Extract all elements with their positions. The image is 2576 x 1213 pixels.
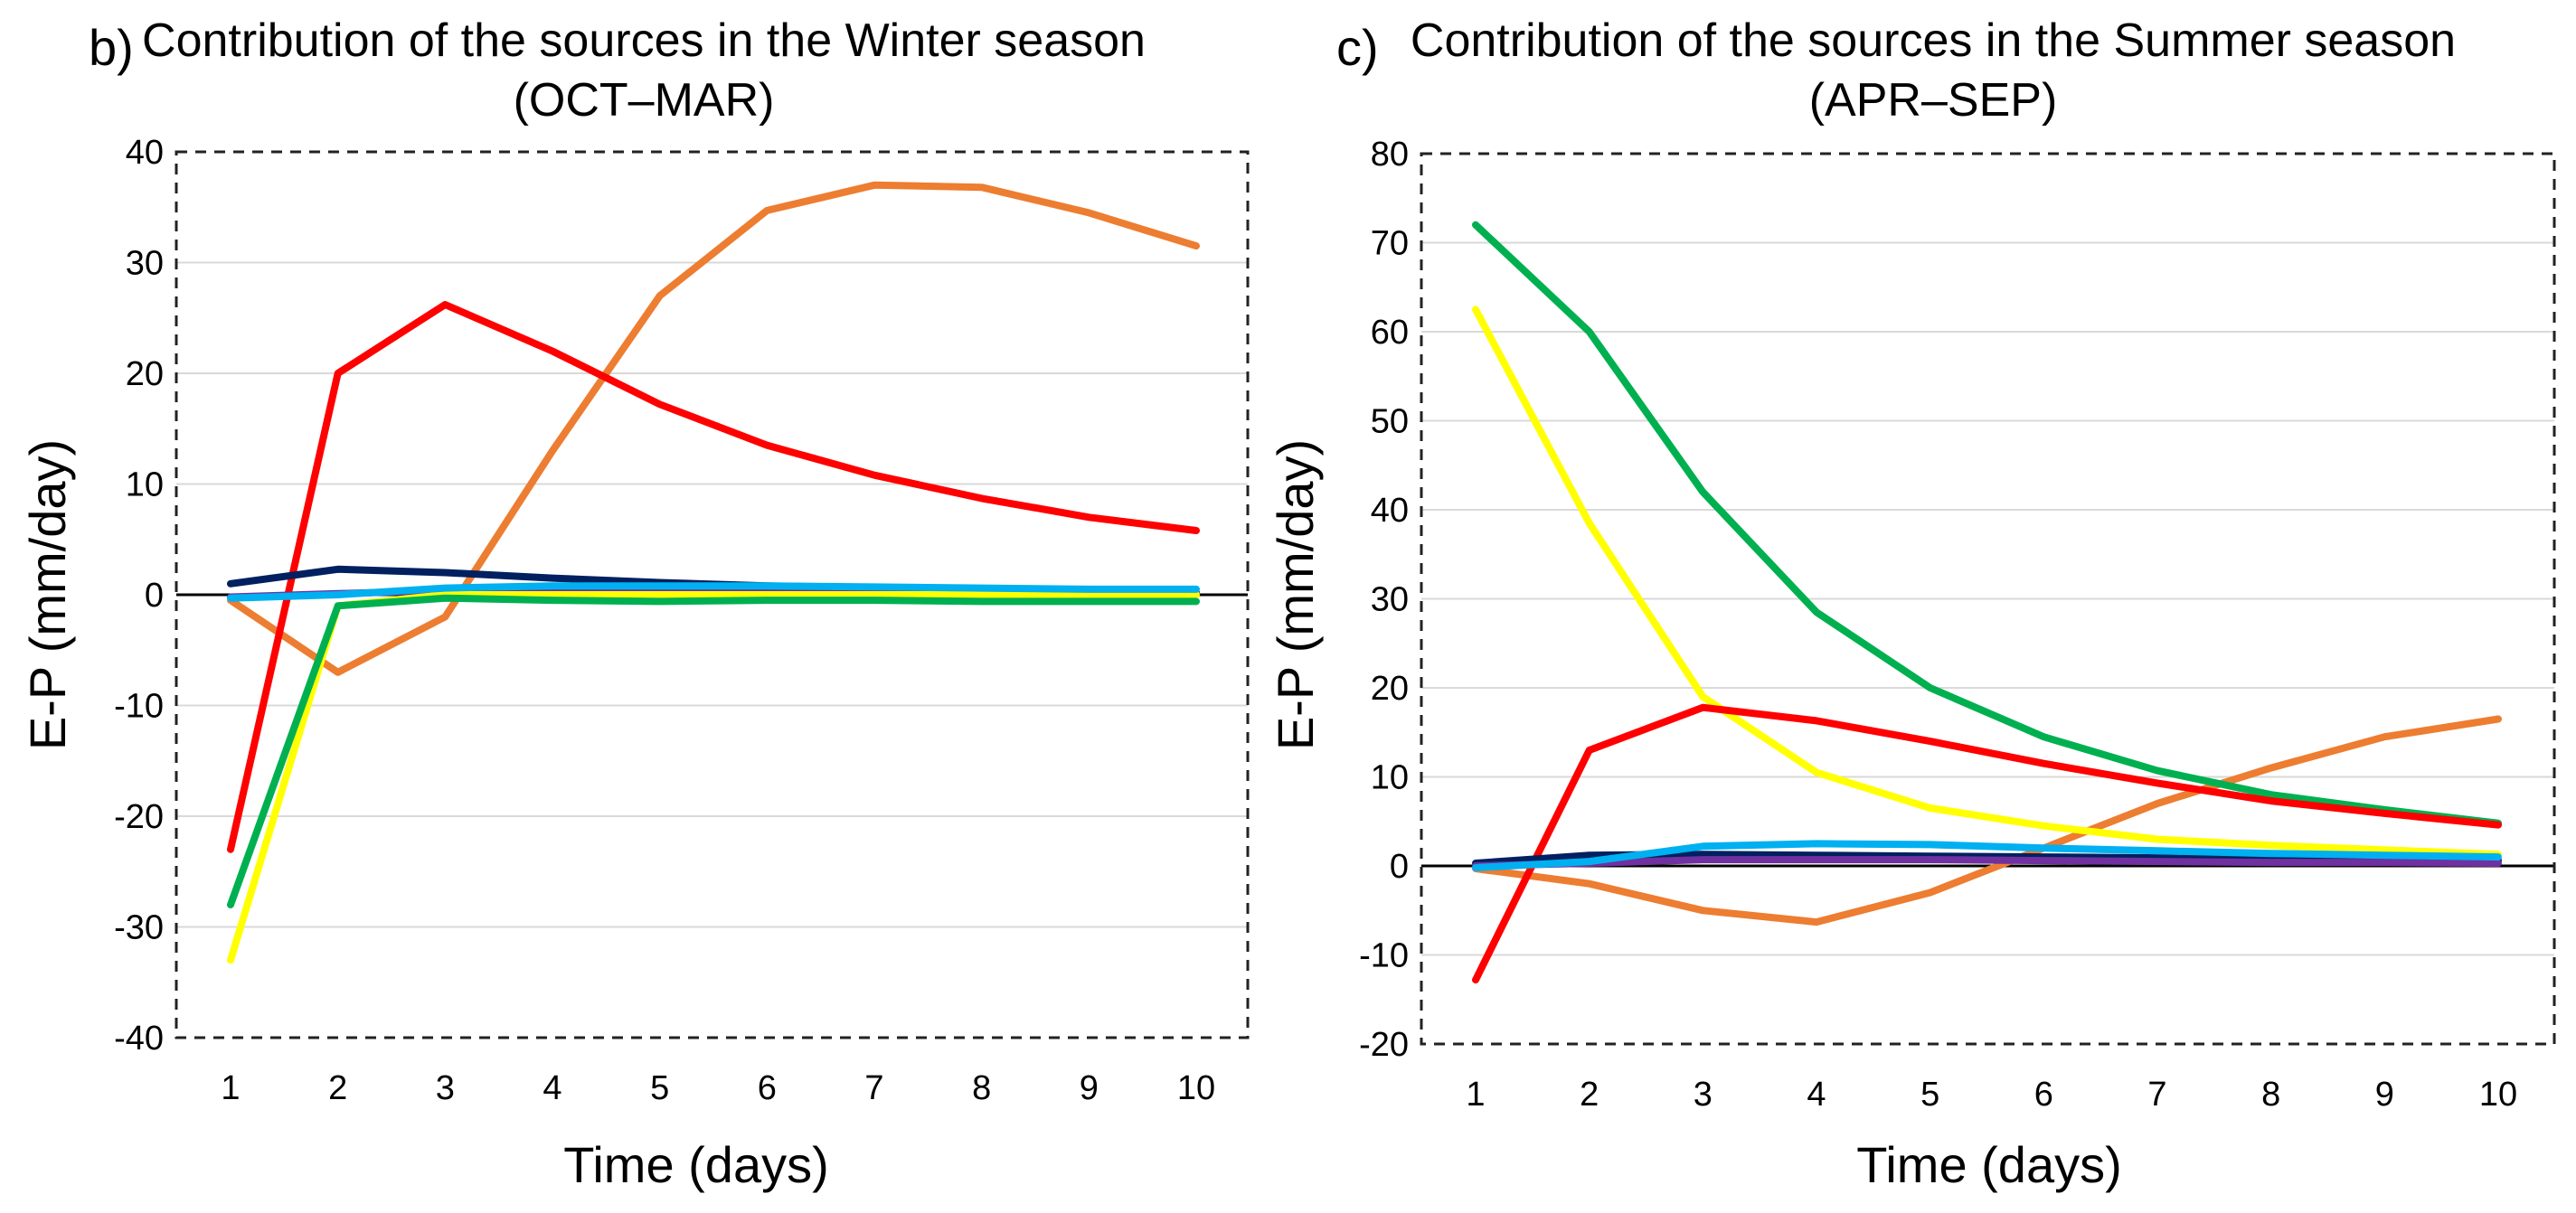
x-tick-label: 2 xyxy=(328,1069,347,1107)
x-tick-label: 2 xyxy=(1580,1076,1599,1114)
y-tick-label: 10 xyxy=(1371,759,1409,797)
y-tick-label: -30 xyxy=(114,909,164,947)
y-tick-label: 80 xyxy=(1371,136,1409,174)
y-tick-label: 40 xyxy=(126,134,164,172)
y-tick-label: 70 xyxy=(1371,225,1409,263)
x-axis-label: Time (days) xyxy=(1856,1136,2122,1193)
y-tick-label: 20 xyxy=(126,355,164,393)
panel-label-b: b) xyxy=(89,19,134,76)
x-tick-label: 5 xyxy=(650,1069,669,1107)
series-line-green xyxy=(1472,221,2502,827)
x-tick-label: 3 xyxy=(436,1069,455,1107)
plot-frame xyxy=(1420,152,2556,1046)
y-tick-label: -10 xyxy=(1359,937,1409,975)
y-tick-label: 0 xyxy=(1390,848,1409,886)
chart-title-line1: Contribution of the sources in the Winte… xyxy=(142,14,1146,67)
x-tick-label: 10 xyxy=(2479,1076,2517,1114)
x-tick-label: 7 xyxy=(864,1069,883,1107)
x-tick-label: 7 xyxy=(2147,1076,2166,1114)
y-tick-label: 0 xyxy=(145,577,164,615)
y-tick-label: 60 xyxy=(1371,314,1409,352)
y-tick-label: 30 xyxy=(126,245,164,283)
y-tick-label: 30 xyxy=(1371,581,1409,619)
series-lines xyxy=(227,181,1200,964)
winter-chart-panel: b) Contribution of the sources in the Wi… xyxy=(19,14,1250,1193)
series-line-light-blue xyxy=(227,582,1200,602)
y-axis-label: E-P (mm/day) xyxy=(19,439,76,750)
x-tick-label: 9 xyxy=(2375,1076,2394,1114)
y-tick-label: -20 xyxy=(114,798,164,836)
plot-frame xyxy=(175,150,1250,1039)
y-tick-label: -40 xyxy=(114,1020,164,1058)
series-line-orange xyxy=(227,181,1200,676)
x-tick-label: 5 xyxy=(1920,1076,1939,1114)
y-tick-label: 40 xyxy=(1371,492,1409,530)
series-line-orange xyxy=(1472,715,2502,926)
y-tick-label: -10 xyxy=(114,688,164,726)
x-tick-label: 1 xyxy=(221,1069,240,1107)
series-line-green xyxy=(227,594,1200,908)
panel-label-c: c) xyxy=(1336,19,1379,76)
x-tick-label: 4 xyxy=(543,1069,561,1107)
x-tick-label: 10 xyxy=(1177,1069,1215,1107)
x-tick-label: 6 xyxy=(2034,1076,2053,1114)
y-tick-label: 10 xyxy=(126,466,164,504)
tick-labels: -20 -10 0 10 20 30 40 50 60 70 80 1 2 3 4 5 6 7 8 9 10 xyxy=(1359,136,2517,1114)
x-tick-label: 6 xyxy=(758,1069,777,1107)
y-tick-label: 20 xyxy=(1371,670,1409,708)
chart-title-line2: (APR–SEP) xyxy=(1809,74,2058,127)
series-line-yellow xyxy=(1472,306,2502,859)
x-tick-label: 8 xyxy=(972,1069,991,1107)
series-line-red xyxy=(227,301,1200,853)
y-tick-label: 50 xyxy=(1371,403,1409,441)
y-axis-label: E-P (mm/day) xyxy=(1267,439,1324,750)
chart-title-line1: Contribution of the sources in the Summe… xyxy=(1411,14,2456,67)
x-tick-label: 4 xyxy=(1807,1076,1826,1114)
series-line-light-blue xyxy=(1472,840,2502,871)
chart-title-line2: (OCT–MAR) xyxy=(514,74,775,127)
x-tick-label: 8 xyxy=(2261,1076,2280,1114)
y-tick-label: -20 xyxy=(1359,1026,1409,1064)
x-tick-label: 3 xyxy=(1694,1076,1713,1114)
series-line-purple xyxy=(1472,856,2502,870)
x-axis-label: Time (days) xyxy=(563,1136,829,1193)
tick-labels: -40 -30 -20 -10 0 10 20 30 40 1 2 3 4 5 6 7 8 9 10 xyxy=(114,134,1215,1107)
x-tick-label: 1 xyxy=(1466,1076,1485,1114)
series-lines xyxy=(1472,221,2502,984)
x-tick-label: 9 xyxy=(1080,1069,1099,1107)
summer-chart-panel: c) Contribution of the sources in the Su… xyxy=(1267,14,2556,1193)
series-line-red xyxy=(1472,703,2502,984)
